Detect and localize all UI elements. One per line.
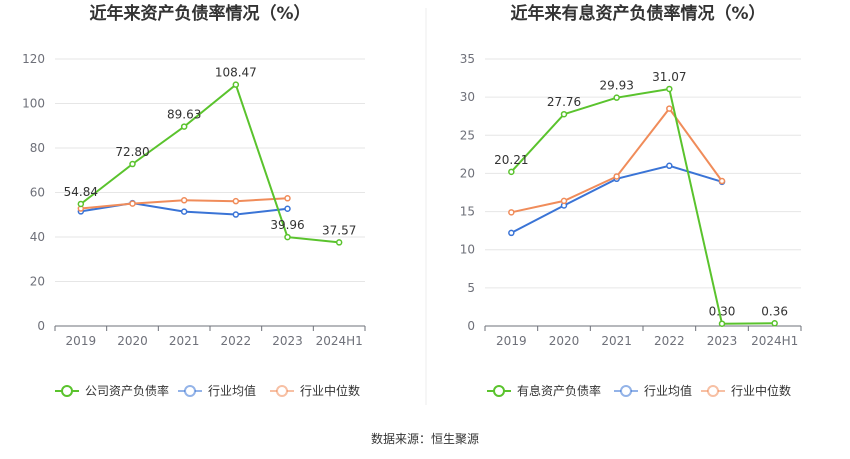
- data-point: [508, 229, 515, 237]
- legend-swatch-marker: [276, 385, 288, 397]
- legend-label: 行业均值: [208, 383, 256, 398]
- x-tick-label: 2021: [169, 334, 200, 348]
- y-tick-label: 20: [460, 166, 475, 180]
- legend-label: 公司资产负债率: [85, 383, 169, 398]
- data-label: 39.96: [270, 218, 304, 232]
- y-tick-label: 0: [467, 319, 475, 333]
- chart-panel-interest-bearing-debt-ratio: 近年来有息资产负债率情况（%） 0 5 10 15 20 25 30 35 2019 2020 202…: [460, 3, 802, 398]
- data-label: 54.84: [64, 185, 98, 199]
- series-line-main: [80, 83, 340, 244]
- chart-title: 近年来有息资产负债率情况（%）: [510, 3, 765, 24]
- chart-title: 近年来资产负债率情况（%）: [89, 3, 310, 24]
- data-point: [180, 208, 188, 215]
- x-tick-label: 2019: [496, 334, 527, 348]
- y-tick-label: 30: [460, 90, 475, 104]
- x-tick-label: 2024H1: [751, 334, 798, 348]
- legend-item: 有息资产负债率: [487, 383, 601, 398]
- legend-swatch-marker: [61, 385, 73, 397]
- data-label: 37.57: [322, 223, 356, 237]
- x-tick-label: 2022: [221, 334, 252, 348]
- legend-label: 行业均值: [644, 383, 692, 398]
- data-label: 29.93: [599, 79, 633, 93]
- data-label: 27.76: [547, 95, 581, 109]
- data-point: [771, 320, 778, 327]
- y-tick-label: 60: [30, 186, 45, 200]
- legend-label: 有息资产负债率: [517, 383, 601, 398]
- data-point: [335, 239, 343, 246]
- data-point: [666, 105, 673, 112]
- data-point: [129, 200, 136, 207]
- chart-panel-debt-ratio: 近年来资产负债率情况（%） 0 20 40 60 80 100 120 2019 2020 2021…: [22, 3, 366, 398]
- x-tick-label: 2024H1: [316, 334, 363, 348]
- y-tick-label: 10: [460, 243, 475, 257]
- y-tick-label: 0: [37, 319, 45, 333]
- data-point: [180, 197, 188, 204]
- legend-swatch-marker: [493, 385, 505, 397]
- data-point: [666, 162, 673, 170]
- data-point: [232, 211, 240, 218]
- data-point: [666, 85, 673, 93]
- legend-item: 行业均值: [178, 383, 256, 398]
- data-point: [232, 197, 240, 205]
- data-label: 0.36: [761, 304, 788, 318]
- source-label: 数据来源：恒生聚源: [371, 431, 479, 446]
- legend-item: 行业中位数: [270, 383, 360, 398]
- x-tick-label: 2023: [707, 334, 738, 348]
- legend-swatch-marker: [707, 385, 719, 397]
- legend-item: 公司资产负债率: [55, 383, 169, 398]
- data-point: [718, 177, 726, 185]
- x-tick-label: 2020: [549, 334, 580, 348]
- y-tick-label: 120: [22, 52, 45, 66]
- data-point: [180, 123, 188, 130]
- data-label: 0.30: [709, 305, 736, 319]
- legend-item: 行业均值: [614, 383, 692, 398]
- data-point: [284, 233, 291, 241]
- data-point: [284, 195, 291, 202]
- series-line-industry-median: [511, 106, 723, 214]
- x-tick-label: 2022: [654, 334, 685, 348]
- x-tick-label: 2019: [66, 334, 97, 348]
- legend-item: 行业中位数: [701, 383, 791, 398]
- legend-label: 行业中位数: [300, 383, 360, 398]
- y-tick-label: 100: [22, 97, 45, 111]
- legend-swatch-marker: [184, 385, 196, 397]
- legend-label: 行业中位数: [731, 383, 791, 398]
- y-tick-label: 35: [460, 52, 475, 66]
- data-point: [77, 200, 85, 208]
- legend-swatch-marker: [620, 385, 632, 397]
- y-tick-label: 40: [30, 230, 45, 244]
- data-point: [508, 168, 515, 176]
- data-point: [613, 94, 620, 101]
- y-tick-label: 25: [460, 128, 475, 142]
- series-line-main: [510, 87, 775, 325]
- data-label: 72.80: [115, 145, 149, 159]
- data-point: [129, 160, 136, 168]
- data-point: [613, 173, 620, 180]
- data-label: 89.63: [167, 108, 201, 122]
- y-tick-label: 20: [30, 275, 45, 289]
- data-point: [284, 205, 291, 212]
- x-tick-label: 2023: [272, 334, 303, 348]
- data-label: 31.07: [652, 70, 686, 84]
- data-point: [718, 320, 726, 327]
- x-tick-label: 2020: [117, 334, 148, 348]
- data-point: [560, 197, 568, 205]
- data-point: [232, 81, 240, 88]
- data-point: [508, 209, 515, 216]
- data-point: [560, 110, 568, 118]
- data-label: 20.21: [494, 153, 528, 167]
- x-tick-label: 2021: [601, 334, 632, 348]
- data-label: 108.47: [215, 66, 257, 80]
- y-tick-label: 80: [30, 141, 45, 155]
- y-tick-label: 5: [467, 281, 475, 295]
- y-tick-label: 15: [460, 205, 475, 219]
